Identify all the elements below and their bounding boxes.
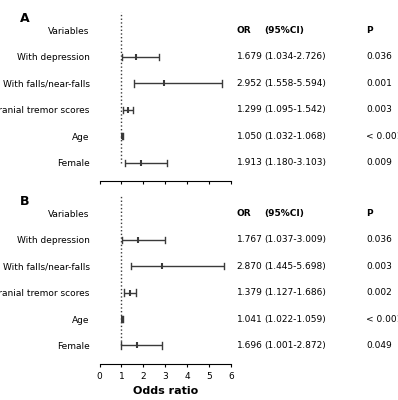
- Text: (1.034-2.726): (1.034-2.726): [265, 52, 326, 62]
- Text: 2.952: 2.952: [237, 79, 262, 88]
- Text: P: P: [366, 26, 373, 35]
- Text: (1.095-1.542): (1.095-1.542): [265, 105, 326, 114]
- Text: < 0.001: < 0.001: [366, 132, 398, 141]
- Text: 1.696: 1.696: [237, 341, 263, 350]
- Text: (95%CI): (95%CI): [265, 26, 304, 35]
- Text: 0.036: 0.036: [366, 52, 392, 62]
- Text: (1.022-1.059): (1.022-1.059): [265, 314, 326, 324]
- Text: (1.180-3.103): (1.180-3.103): [265, 158, 327, 167]
- Text: P: P: [366, 209, 373, 218]
- Text: 0.001: 0.001: [366, 79, 392, 88]
- Text: 1.379: 1.379: [237, 288, 263, 297]
- Text: 0.036: 0.036: [366, 235, 392, 244]
- Text: 0.003: 0.003: [366, 105, 392, 114]
- Text: 1.299: 1.299: [237, 105, 263, 114]
- Text: A: A: [20, 12, 29, 25]
- X-axis label: Odds ratio: Odds ratio: [133, 386, 198, 396]
- Text: (95%CI): (95%CI): [265, 209, 304, 218]
- Text: 1.913: 1.913: [237, 158, 263, 167]
- Text: (1.001-2.872): (1.001-2.872): [265, 341, 326, 350]
- Text: (1.445-5.698): (1.445-5.698): [265, 262, 326, 271]
- Text: (1.127-1.686): (1.127-1.686): [265, 288, 326, 297]
- Text: 1.767: 1.767: [237, 235, 263, 244]
- Text: 0.049: 0.049: [366, 341, 392, 350]
- Text: 1.041: 1.041: [237, 314, 263, 324]
- Text: 0.009: 0.009: [366, 158, 392, 167]
- Text: (1.037-3.009): (1.037-3.009): [265, 235, 327, 244]
- Text: B: B: [20, 195, 29, 208]
- Text: 0.002: 0.002: [366, 288, 392, 297]
- Text: 1.679: 1.679: [237, 52, 263, 62]
- Text: 2.870: 2.870: [237, 262, 263, 271]
- Text: (1.032-1.068): (1.032-1.068): [265, 132, 326, 141]
- Text: (1.558-5.594): (1.558-5.594): [265, 79, 326, 88]
- Text: < 0.001: < 0.001: [366, 314, 398, 324]
- Text: 1.050: 1.050: [237, 132, 263, 141]
- Text: OR: OR: [237, 209, 252, 218]
- Text: OR: OR: [237, 26, 252, 35]
- Text: 0.003: 0.003: [366, 262, 392, 271]
